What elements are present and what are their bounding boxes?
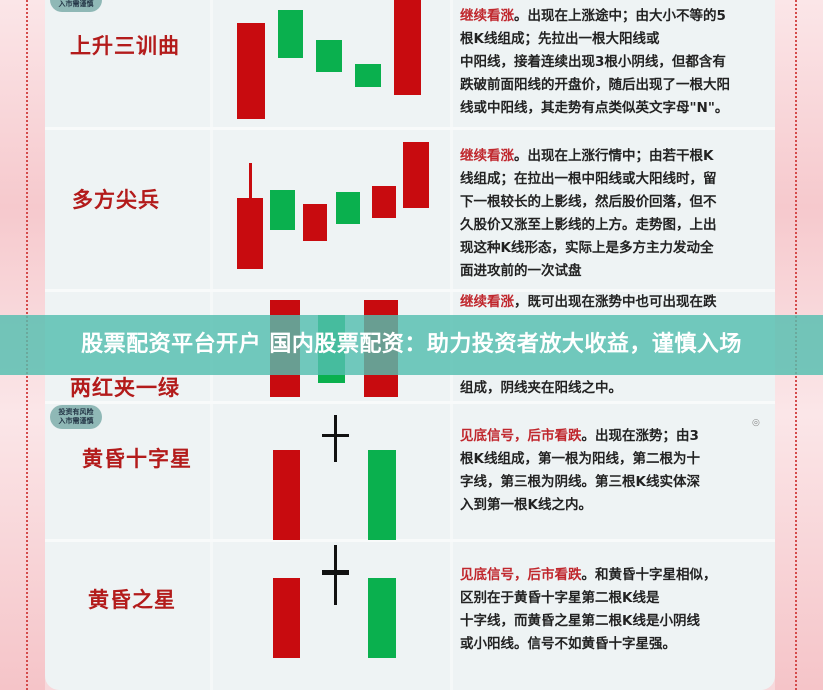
row-divider xyxy=(45,289,775,292)
desc-line: 现这种K线形态，实际上是多方主力发动全 xyxy=(460,240,714,256)
desc-line: 线或中阳线，其走势有点类似英文字母"N"。 xyxy=(460,100,729,116)
bear-candle xyxy=(270,190,295,230)
star-vertical xyxy=(334,545,337,605)
bull-candle xyxy=(403,142,429,208)
bull-candle xyxy=(273,450,300,540)
row-divider xyxy=(45,401,775,404)
pattern-title: 多方尖兵 xyxy=(72,188,160,212)
bear-candle xyxy=(336,192,360,224)
desc-line: 中阳线，接着连续出现3根小阴线，但都含有 xyxy=(460,54,726,70)
desc-line: 面进攻前的一次试盘 xyxy=(460,263,582,279)
signal-label: 继续看涨 xyxy=(460,294,514,310)
desc-line: ，既可出现在涨势中也可出现在跌 xyxy=(514,294,717,310)
row-divider xyxy=(45,127,775,130)
signal-label: 继续看涨 xyxy=(460,148,514,164)
pattern-description: 继续看涨。出现在上涨途中；由大小不等的5 根K线组成；先拉出一根大阳线或 中阳线… xyxy=(460,5,760,120)
bull-candle xyxy=(394,0,421,95)
desc-line: 根K线组成，第一根为阳线，第二根为十 xyxy=(460,451,700,467)
desc-line: 区别在于黄昏十字星第二根K线是 xyxy=(460,590,660,606)
badge-text: 投资有风险 xyxy=(58,408,94,416)
desc-line: 或小阳线。信号不如黄昏十字星强。 xyxy=(460,636,676,652)
risk-badge: 投资有风险入市需谨慎 xyxy=(50,405,102,429)
bull-candle xyxy=(372,186,396,218)
pattern-title: 黄昏十字星 xyxy=(82,447,192,471)
desc-line: 十字线，而黄昏之星第二根K线是小阴线 xyxy=(460,613,700,629)
bull-candle xyxy=(237,198,263,269)
star-body xyxy=(322,570,349,575)
pattern-description: 见底信号，后市看跌。和黄昏十字星相似， 区别在于黄昏十字星第二根K线是 十字线，… xyxy=(460,564,760,656)
desc-line: 入到第一根K线之内。 xyxy=(460,497,592,513)
bear-candle xyxy=(316,40,342,72)
pattern-description: 继续看涨，既可出现在涨势中也可出现在跌 组成，阴线夹在阳线之中。 xyxy=(460,291,760,400)
desc-line: 。出现在上涨途中；由大小不等的5 xyxy=(514,8,726,24)
bear-candle xyxy=(278,10,303,58)
overlay-banner: 股票配资平台开户 国内股票配资：助力投资者放大收益，谨慎入场 xyxy=(0,315,823,375)
desc-line: 根K线组成；先拉出一根大阳线或 xyxy=(460,31,660,47)
pattern-title: 两红夹一绿 xyxy=(70,376,180,400)
doji-horizontal xyxy=(322,434,349,437)
badge-text: 入市需谨慎 xyxy=(58,0,94,8)
pattern-title: 上升三训曲 xyxy=(70,34,180,58)
desc-line: 跌破前面阳线的开盘价，随后出现了一根大阳 xyxy=(460,77,730,93)
desc-line: 组成，阴线夹在阳线之中。 xyxy=(460,380,622,396)
bull-candle xyxy=(303,204,327,241)
bull-candle xyxy=(237,23,265,119)
desc-line: 线组成；在拉出一根中阳线或大阳线时，留 xyxy=(460,171,717,187)
pattern-title: 黄昏之星 xyxy=(88,588,176,612)
signal-label: 见底信号，后市看跌 xyxy=(460,567,582,583)
bear-candle xyxy=(368,450,396,540)
desc-line: 久股价又涨至上影线的上方。走势图，上出 xyxy=(460,217,717,233)
row-divider xyxy=(45,539,775,542)
desc-line: 。出现在涨势；由3 xyxy=(581,428,699,444)
desc-line: 。和黄昏十字星相似， xyxy=(581,567,717,583)
desc-line: 字线，第三根为阴线。第三根K线实体深 xyxy=(460,474,700,490)
signal-label: 继续看涨 xyxy=(460,8,514,24)
desc-line: 下一根较长的上影线，然后股价回落，但不 xyxy=(460,194,717,210)
pattern-description: 见底信号，后市看跌。出现在涨势；由3 根K线组成，第一根为阳线，第二根为十 字线… xyxy=(460,425,760,517)
badge-text: 入市需谨慎 xyxy=(58,417,94,425)
signal-label: 见底信号，后市看跌 xyxy=(460,428,582,444)
bull-candle xyxy=(273,578,300,658)
bear-candle xyxy=(355,64,381,87)
doji-vertical xyxy=(334,415,337,462)
desc-line: 。出现在上涨行情中；由若干根K xyxy=(514,148,714,164)
pattern-description: 继续看涨。出现在上涨行情中；由若干根K 线组成；在拉出一根中阳线或大阳线时，留 … xyxy=(460,145,760,283)
upper-shadow xyxy=(249,163,252,199)
bear-candle xyxy=(368,578,396,658)
copyright-icon: ◎ xyxy=(752,418,760,428)
